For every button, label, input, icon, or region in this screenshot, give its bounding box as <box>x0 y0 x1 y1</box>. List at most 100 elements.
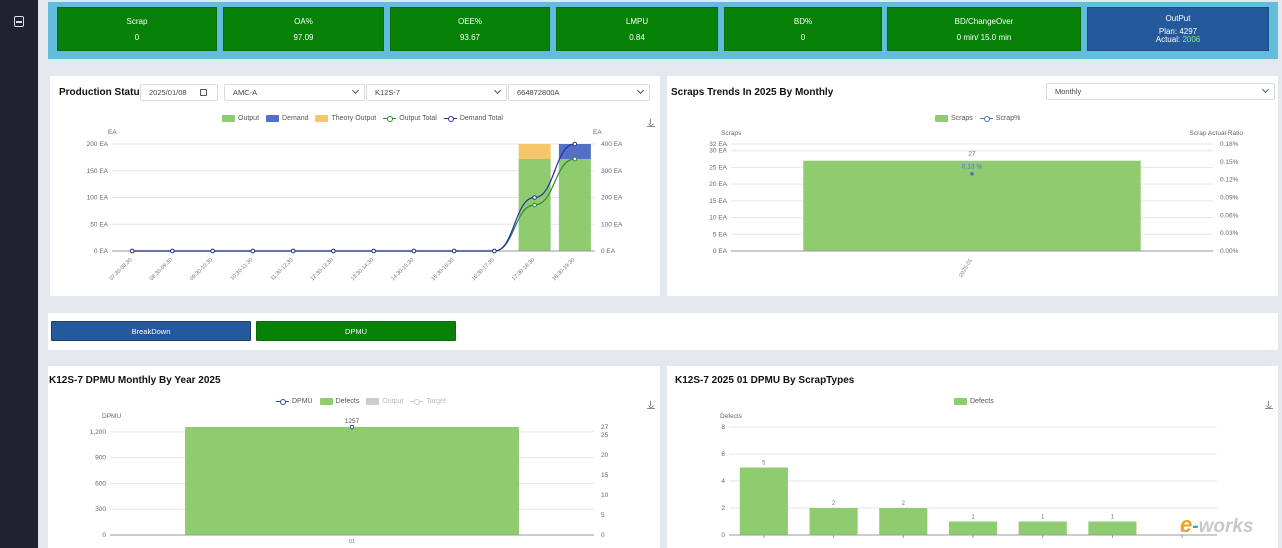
line-output-total <box>132 158 575 252</box>
kpi-bd-changeover: BD/ChangeOver 0 min/ 15.0 min <box>887 7 1081 51</box>
line-select[interactable]: K12S-7 <box>366 84 507 101</box>
legend-theory-output[interactable]: Theory Output <box>315 115 376 122</box>
legend-target[interactable]: Target <box>410 398 446 405</box>
y-tick-label: 6 <box>721 451 725 458</box>
legend-line <box>979 115 993 122</box>
x-tick-label: 09:30-10:30 <box>189 257 214 282</box>
ylabel-left: Scraps <box>721 130 742 137</box>
y-tick-label-right: 0.06% <box>1220 212 1239 219</box>
y-tick-label-right: 0 EA <box>601 248 616 255</box>
legend-label: Output Total <box>399 115 437 122</box>
dpmu-point <box>349 424 355 430</box>
kpi-bd: BD% 0 <box>724 7 882 51</box>
line-demand-total-point <box>290 248 296 254</box>
legend-swatch <box>954 398 967 405</box>
production-status-panel: Production Status 2025/01/08 AMC-A K12S-… <box>50 76 660 296</box>
y-tick-label: 900 <box>95 455 106 462</box>
download-icon[interactable] <box>647 119 655 127</box>
data-label: 27 <box>968 151 976 158</box>
legend-output[interactable]: Output <box>366 398 403 405</box>
legend-label: Demand <box>282 115 309 122</box>
line-demand-total-point <box>572 141 578 147</box>
y-tick-label-right: 0.15% <box>1220 159 1239 166</box>
button-strip: BreakDown DPMU <box>48 313 1278 350</box>
legend-defects[interactable]: Defects <box>319 398 359 405</box>
legend-label: Target <box>426 398 446 405</box>
dpmu-button[interactable]: DPMU <box>256 321 456 341</box>
kpi-label: OA% <box>294 17 313 26</box>
legend-swatch <box>222 115 235 122</box>
data-label: 2 <box>832 501 836 507</box>
y-tick-label: 150 EA <box>87 168 109 175</box>
y-tick-label-right: 20 <box>601 452 609 459</box>
data-label: 0.13 % <box>962 164 982 171</box>
y-tick-label: 32 EA <box>709 141 727 148</box>
legend-label: Output <box>382 398 404 405</box>
kpi-label: BD% <box>793 17 813 26</box>
legend-demand-total[interactable]: Demand Total <box>443 115 503 122</box>
panel-title: Scraps Trends In 2025 By Monthly <box>671 87 834 98</box>
data-label: 1 <box>1041 515 1045 521</box>
legend-label: Output <box>238 115 260 122</box>
kpi-scrap: Scrap 0 <box>57 7 217 51</box>
legend-swatch <box>315 115 329 122</box>
watermark-logo: e-works <box>1180 512 1254 537</box>
y-tick-label: 8 <box>721 424 725 431</box>
y-tick-label-right: 5 <box>601 512 605 519</box>
legend-label: DPMU <box>292 398 313 405</box>
line-output-total-point <box>532 202 537 208</box>
download-icon[interactable] <box>647 401 655 409</box>
legend-defects[interactable]: Defects <box>954 398 994 405</box>
y-tick-label: 10 EA <box>709 215 727 222</box>
part-select[interactable]: 664872800A <box>508 84 650 101</box>
x-tick-label: 07:30-08:30 <box>109 257 134 282</box>
plant-value: AMC-A <box>233 88 258 97</box>
bar-defects <box>879 508 928 535</box>
x-tick-label: 08:30-09:30 <box>149 257 174 282</box>
legend-label: Theory Output <box>331 115 377 122</box>
data-label: 0 <box>1180 528 1184 534</box>
data-label: 1 <box>1111 515 1115 521</box>
data-label: 1 <box>971 515 975 521</box>
y-tick-label: 4 <box>721 478 725 485</box>
plant-select[interactable]: AMC-A <box>224 84 365 101</box>
line-demand-total-point <box>210 248 215 254</box>
download-icon[interactable] <box>1265 401 1273 409</box>
y-tick-label-right: 300 EA <box>601 168 623 175</box>
ylabel: DPMU <box>102 413 121 420</box>
kpi-label: LMPU <box>625 17 649 26</box>
defects-legend: Defects <box>954 398 994 405</box>
y-tick-label: 30 EA <box>709 148 727 155</box>
period-value: Monthly <box>1055 87 1082 96</box>
date-picker[interactable]: 2025/01/08 <box>140 84 218 101</box>
legend-scraps[interactable]: Scraps <box>935 115 973 122</box>
sidebar <box>0 0 38 548</box>
y-tick-label: 300 <box>95 506 106 513</box>
legend-dpmu[interactable]: DPMU <box>276 398 313 405</box>
breakdown-button[interactable]: BreakDown <box>51 321 251 341</box>
x-tick-label: 14:30-15:30 <box>390 257 415 282</box>
period-select[interactable]: Monthly <box>1046 83 1275 100</box>
bar-defects <box>948 521 998 535</box>
line-demand-total-point <box>532 195 537 200</box>
legend-label: Demand Total <box>459 115 503 122</box>
kpi-lmpu: LMPU 0.84 <box>556 7 718 51</box>
y-tick-label-right: 27 <box>601 424 609 431</box>
menu-icon[interactable] <box>14 16 24 27</box>
x-tick-label: 01 <box>349 539 355 545</box>
y-tick-label-right: 100 EA <box>601 221 623 228</box>
data-label: 1257 <box>345 418 360 425</box>
x-tick-label: 18:30-19:30 <box>551 257 576 282</box>
legend-demand[interactable]: Demand <box>266 115 308 122</box>
kpi-label: Scrap <box>126 17 148 26</box>
legend-line <box>410 398 424 405</box>
calendar-icon <box>200 89 207 96</box>
dpmu-types-chart: Defects 0 2 4 6 8 5 2 2 1 1 1 0 <box>720 413 1217 539</box>
unit-right: EA <box>593 129 602 136</box>
legend-scrap-pct[interactable]: Scrap% <box>979 115 1020 122</box>
legend-output-total[interactable]: Output Total <box>383 115 437 122</box>
line-demand-total-point <box>170 248 175 254</box>
unit-left: EA <box>108 129 117 136</box>
legend-output[interactable]: Output <box>222 115 259 122</box>
kpi-value: 97.09 <box>293 33 314 42</box>
